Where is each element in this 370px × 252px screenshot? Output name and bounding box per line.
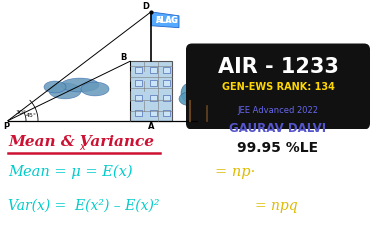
Text: FLAG: FLAG <box>155 16 177 25</box>
Ellipse shape <box>181 83 199 103</box>
Bar <box>135 110 142 116</box>
Bar <box>163 80 170 86</box>
Ellipse shape <box>179 92 201 106</box>
Ellipse shape <box>199 89 215 107</box>
Ellipse shape <box>49 83 81 99</box>
Text: Mean = μ = E(x): Mean = μ = E(x) <box>8 165 132 179</box>
Ellipse shape <box>44 81 66 93</box>
Text: Var(x) =  E(x²) – E(x)²: Var(x) = E(x²) – E(x)² <box>8 199 159 213</box>
Text: D: D <box>142 2 149 11</box>
Text: AIR - 1233: AIR - 1233 <box>218 57 339 77</box>
FancyBboxPatch shape <box>186 44 370 130</box>
Bar <box>150 110 157 116</box>
Text: = npq: = npq <box>255 199 297 213</box>
Text: = np·: = np· <box>215 165 255 179</box>
Bar <box>135 67 142 73</box>
Text: ALAG: ALAG <box>156 16 179 25</box>
Text: P: P <box>3 122 9 131</box>
Text: 30°: 30° <box>16 110 27 115</box>
Bar <box>163 67 170 73</box>
Bar <box>135 80 142 86</box>
Text: B: B <box>120 53 127 62</box>
Ellipse shape <box>61 78 99 92</box>
Text: x: x <box>79 142 85 152</box>
Bar <box>150 80 157 86</box>
Bar <box>130 61 172 121</box>
Polygon shape <box>151 12 179 28</box>
Text: Mean & Variance: Mean & Variance <box>8 135 154 149</box>
Text: GEN-EWS RANK: 134: GEN-EWS RANK: 134 <box>222 82 334 92</box>
Bar <box>163 95 170 101</box>
Text: 45°: 45° <box>26 113 37 118</box>
Bar <box>135 95 142 101</box>
Text: A: A <box>148 121 155 131</box>
Bar <box>150 95 157 101</box>
Text: 99.95 %LE: 99.95 %LE <box>238 141 319 155</box>
Text: GAURAV DALVI: GAURAV DALVI <box>229 122 327 135</box>
Text: JEE Advanced 2022: JEE Advanced 2022 <box>238 106 319 115</box>
Bar <box>163 110 170 116</box>
Bar <box>150 67 157 73</box>
Ellipse shape <box>81 82 109 96</box>
